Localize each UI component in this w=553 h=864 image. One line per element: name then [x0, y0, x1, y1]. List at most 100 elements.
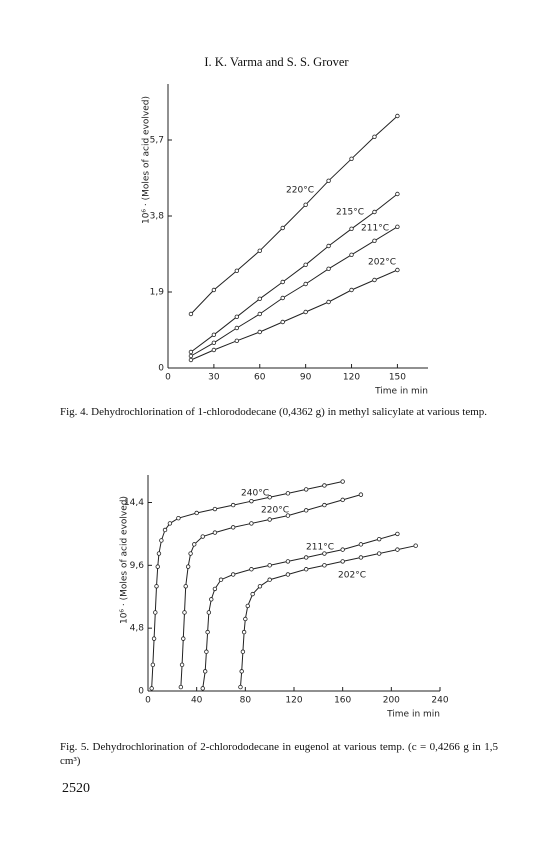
data-point	[322, 551, 327, 556]
data-point	[241, 629, 247, 635]
data-point	[167, 521, 173, 526]
data-point	[303, 262, 308, 267]
page-number: 2520	[62, 781, 90, 796]
data-point	[183, 584, 188, 589]
data-point	[211, 340, 217, 345]
data-point	[154, 584, 159, 589]
data-point	[395, 267, 400, 273]
series-line	[190, 115, 398, 315]
data-point	[211, 347, 217, 353]
data-point	[238, 684, 243, 690]
series-label: 202°C	[368, 258, 396, 268]
data-point	[303, 281, 308, 287]
data-point	[322, 483, 327, 488]
data-point	[249, 521, 254, 526]
x-tick-label: 80	[240, 696, 252, 706]
data-point	[267, 517, 272, 522]
x-tick-label: 40	[191, 696, 203, 706]
data-point	[257, 584, 263, 589]
data-point	[230, 502, 236, 508]
x-tick-label: 120	[343, 373, 360, 383]
data-point	[211, 287, 217, 293]
data-point	[322, 502, 327, 508]
data-point	[179, 662, 185, 668]
data-point	[326, 243, 331, 249]
data-point	[250, 591, 255, 597]
x-tick-label: 0	[145, 696, 151, 706]
data-point	[212, 586, 218, 592]
data-point	[211, 332, 217, 337]
data-point	[303, 309, 308, 315]
x-tick-label: 60	[254, 373, 266, 383]
data-point	[326, 178, 331, 183]
data-point	[162, 527, 168, 533]
data-point	[395, 224, 400, 229]
data-point	[349, 287, 354, 293]
data-point	[376, 551, 382, 556]
data-point	[200, 534, 205, 539]
data-point	[234, 268, 240, 273]
data-point	[280, 295, 285, 301]
data-point	[257, 329, 262, 335]
data-point	[303, 202, 308, 207]
data-point	[155, 564, 160, 569]
x-tick-label: 30	[208, 373, 220, 383]
data-point	[209, 597, 214, 602]
data-point	[182, 610, 187, 615]
data-point	[245, 603, 250, 609]
series-line	[190, 226, 398, 357]
data-point	[257, 248, 262, 253]
data-point	[280, 225, 285, 231]
data-point	[178, 684, 184, 690]
series-label: 240°C	[241, 489, 269, 499]
y-axis-label: 10⁶ · (Moles of acid evolved)	[142, 96, 152, 224]
data-point	[188, 349, 194, 355]
data-point	[200, 686, 205, 691]
data-point	[358, 492, 364, 497]
data-point	[230, 525, 236, 530]
data-point	[280, 279, 285, 285]
data-point	[153, 610, 158, 615]
figure-caption: Fig. 4. Dehydrochlorination of 1-chlorod…	[60, 406, 488, 418]
data-point	[303, 487, 309, 492]
data-point	[194, 510, 199, 516]
data-point	[234, 325, 240, 331]
series-label: 211°C	[306, 543, 334, 553]
running-header: I. K. Varma and S. S. Grover	[204, 55, 349, 69]
series-label: 215°C	[336, 208, 364, 218]
x-tick-label: 200	[383, 696, 400, 706]
data-point	[212, 506, 218, 512]
data-point	[206, 610, 212, 615]
data-point	[218, 577, 224, 582]
series-label: 202°C	[338, 571, 366, 581]
data-point	[349, 156, 354, 161]
data-point	[181, 636, 186, 641]
data-point	[413, 543, 418, 548]
data-point	[326, 266, 331, 271]
data-point	[212, 530, 218, 535]
x-axis-label: Time in min	[374, 387, 428, 397]
series-label: 220°C	[286, 186, 314, 196]
data-point	[188, 551, 193, 556]
y-tick-label: 14,4	[124, 498, 144, 508]
data-point	[204, 649, 209, 654]
data-point	[395, 191, 400, 197]
data-point	[349, 252, 354, 257]
data-point	[234, 314, 240, 319]
data-point	[358, 555, 364, 560]
data-point	[372, 277, 377, 283]
data-point	[326, 299, 331, 305]
data-point	[267, 563, 272, 568]
data-point	[230, 572, 236, 577]
x-tick-label: 90	[300, 373, 312, 383]
data-point	[372, 209, 377, 215]
series-label: 220°C	[261, 506, 289, 516]
data-point	[150, 662, 156, 668]
x-tick-label: 150	[389, 373, 406, 383]
data-point	[349, 226, 354, 231]
data-point	[249, 498, 254, 504]
data-point	[340, 547, 345, 552]
data-point	[322, 563, 327, 568]
y-axis-label: 10⁶ · (Moles of acid evolved)	[120, 496, 130, 624]
